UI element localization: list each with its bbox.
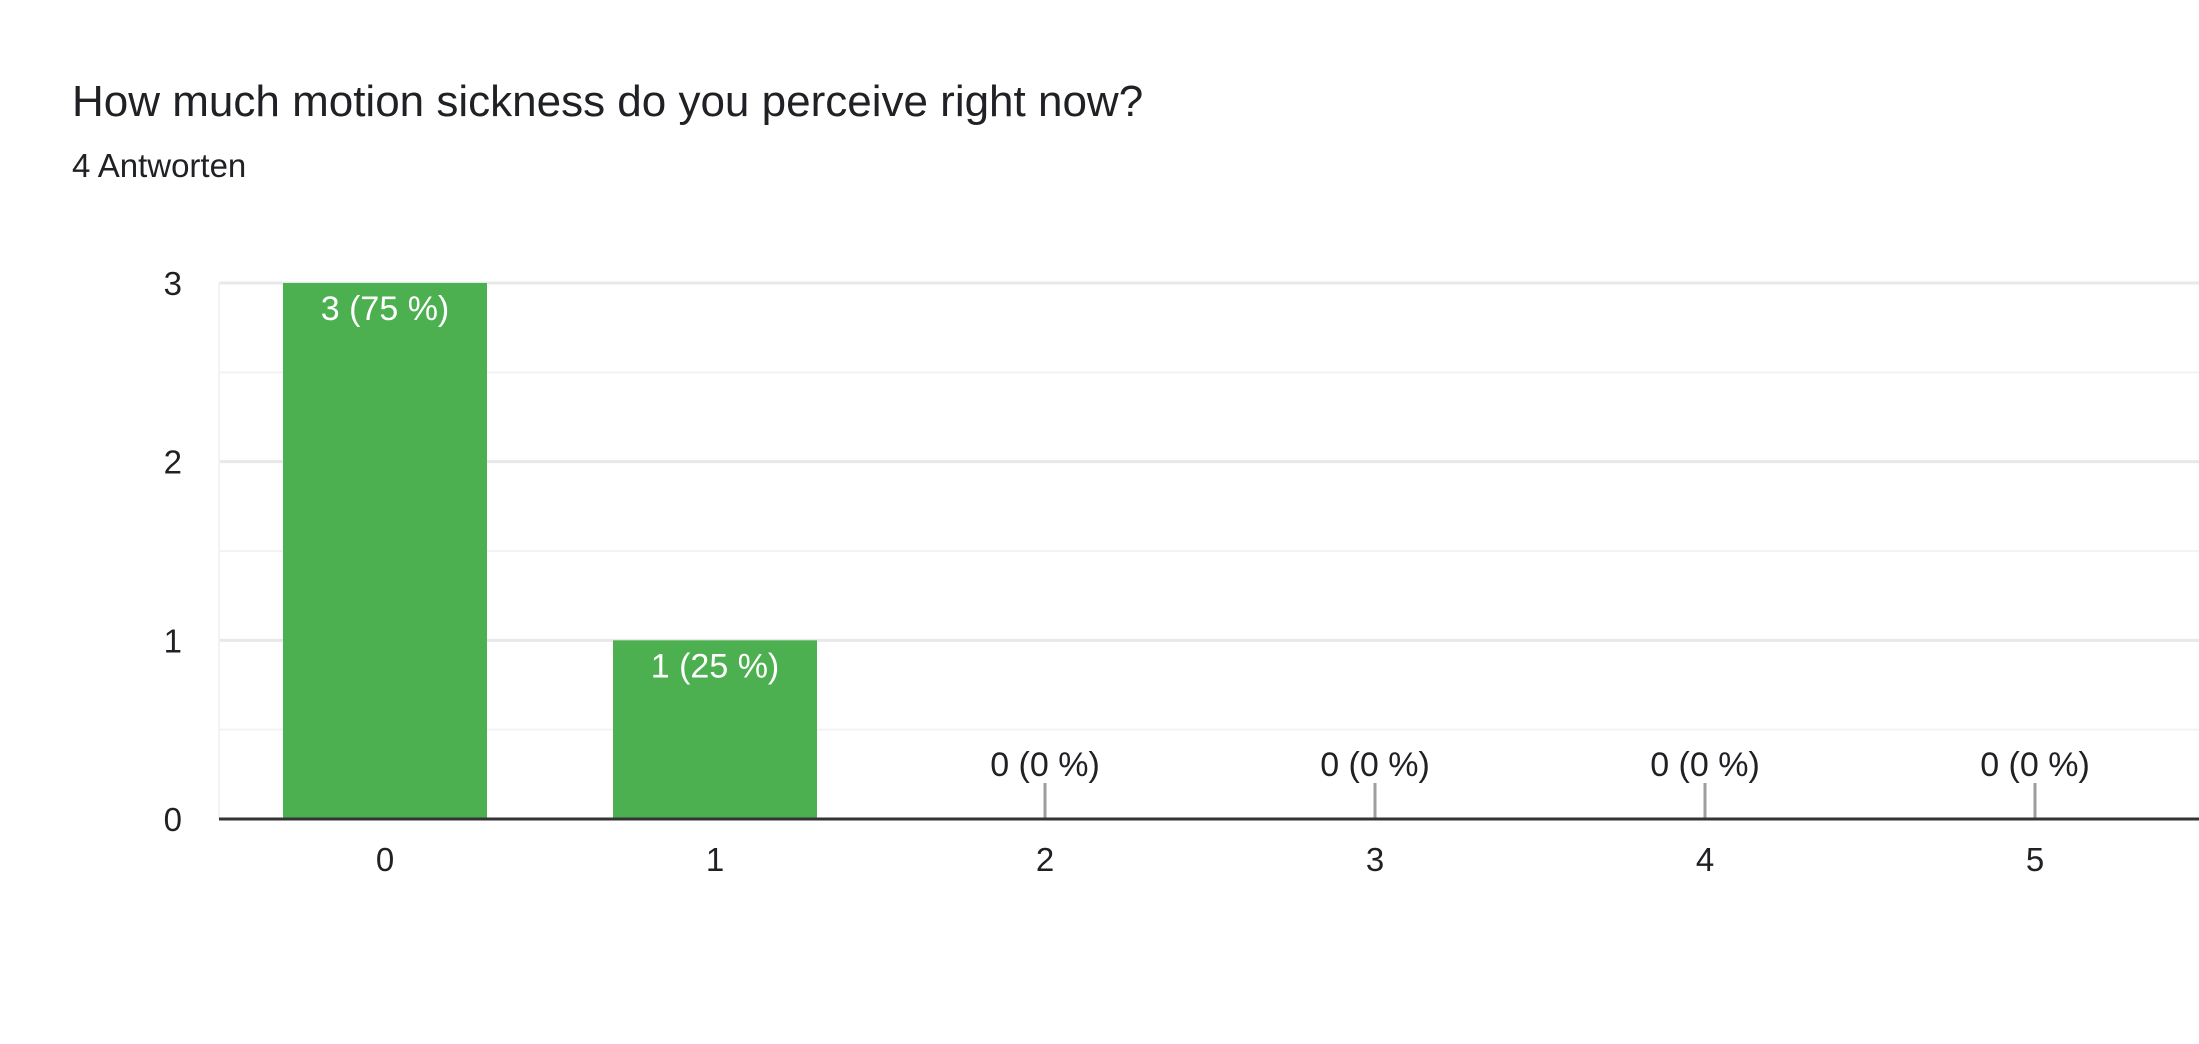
question-title: How much motion sickness do you perceive…	[72, 77, 1144, 126]
x-tick-label: 4	[1696, 841, 1714, 878]
y-tick-label: 0	[164, 801, 182, 838]
data-labels: 3 (75 %) 1 (25 %) 0 (0 %) 0 (0 %) 0 (0 %) 0 (…	[321, 290, 2090, 784]
x-tick-label: 5	[2026, 841, 2044, 878]
grid-lines	[218, 281, 2199, 819]
x-tick-label: 0	[376, 841, 394, 878]
data-label: 3 (75 %)	[321, 290, 450, 328]
data-label: 0 (0 %)	[990, 746, 1100, 784]
data-label: 0 (0 %)	[1320, 746, 1430, 784]
x-tick-label: 1	[706, 841, 724, 878]
y-tick-label: 3	[164, 265, 182, 302]
bar	[613, 640, 817, 819]
x-tick-label: 3	[1366, 841, 1384, 878]
bars	[283, 283, 2037, 819]
y-tick-label: 1	[164, 622, 182, 659]
bar	[283, 283, 487, 819]
data-label: 0 (0 %)	[1980, 746, 2090, 784]
y-tick-label: 2	[164, 444, 182, 481]
y-axis-ticks: 0 1 2 3	[164, 265, 182, 838]
response-count: 4 Antworten	[72, 147, 247, 184]
x-tick-label: 2	[1036, 841, 1054, 878]
data-label: 0 (0 %)	[1650, 746, 1760, 784]
data-label: 1 (25 %)	[651, 647, 780, 685]
x-axis-ticks: 0 1 2 3 4 5	[376, 841, 2044, 878]
